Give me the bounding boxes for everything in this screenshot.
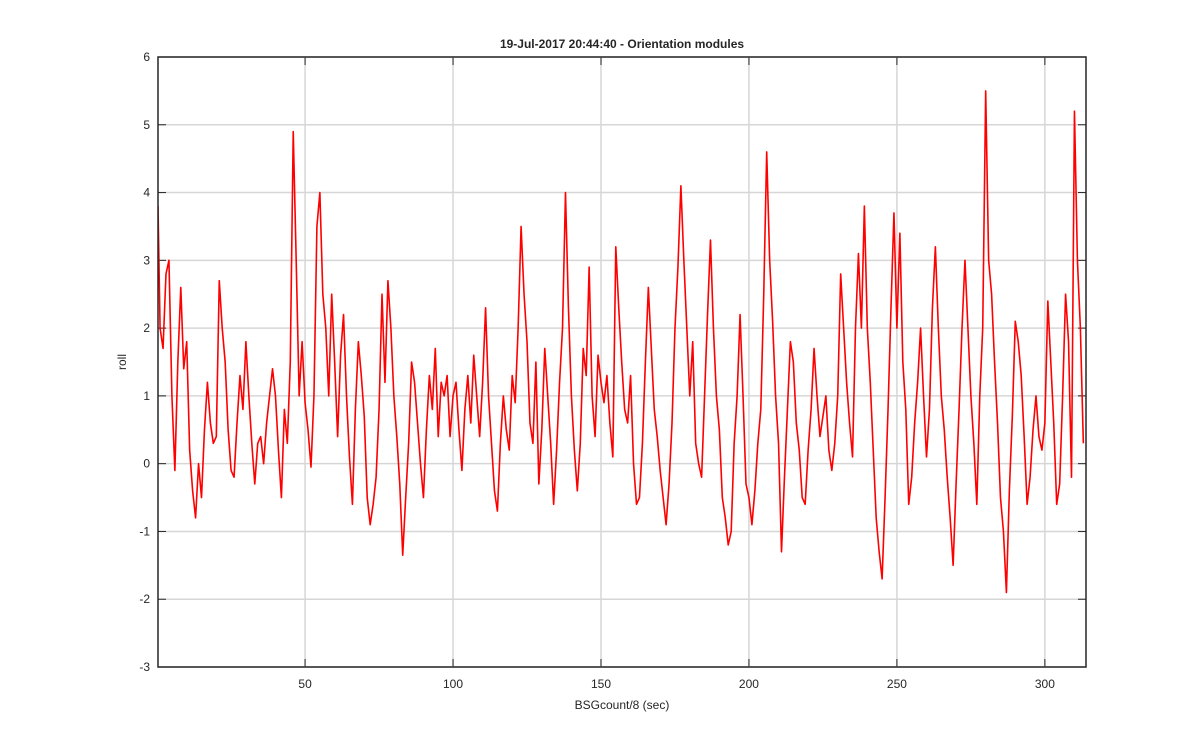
y-tick-label: -1	[139, 524, 150, 538]
chart-title: 19-Jul-2017 20:44:40 - Orientation modul…	[500, 37, 744, 51]
x-tick-label: 300	[1035, 677, 1055, 691]
x-tick-label: 50	[298, 677, 312, 691]
y-axis-label: roll	[115, 354, 129, 370]
y-tick-label: 4	[143, 186, 150, 200]
y-tick-label: 2	[143, 321, 150, 335]
y-tick-label: 1	[143, 389, 150, 403]
data-line	[158, 90, 1085, 594]
x-tick-label: 250	[887, 677, 907, 691]
y-tick-label: 0	[143, 457, 150, 471]
x-axis-label: BSGcount/8 (sec)	[575, 698, 670, 712]
y-tick-label: 6	[143, 50, 150, 64]
x-tick-label: 100	[443, 677, 463, 691]
y-tick-label: -2	[139, 592, 150, 606]
plot-frame	[157, 56, 1087, 668]
x-tick-label: 150	[591, 677, 611, 691]
x-tick-label: 200	[739, 677, 759, 691]
y-tick-label: -3	[139, 660, 150, 674]
y-tick-label: 3	[143, 253, 150, 267]
y-tick-label: 5	[143, 118, 150, 132]
